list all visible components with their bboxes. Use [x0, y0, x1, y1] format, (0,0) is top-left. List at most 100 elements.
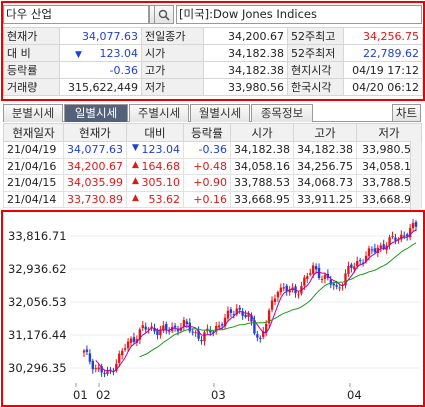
- x-tick-label: 02: [96, 388, 111, 402]
- candle-up: [97, 367, 100, 370]
- candle-down: [314, 266, 318, 270]
- candle-down: [168, 330, 171, 332]
- candle-up: [106, 371, 109, 374]
- column-header[interactable]: 저가: [356, 123, 422, 142]
- candle-down: [91, 360, 95, 370]
- y-tick-label: 32,056.53: [8, 295, 67, 309]
- column-header[interactable]: 등락률: [183, 123, 231, 142]
- quote-highlight-frame: [1, 1, 425, 101]
- tab-bar: 분별시세 일별시세 주별시세 월별시세 종목정보 차트: [3, 104, 421, 122]
- candle-down: [153, 327, 156, 332]
- table-cell-low: 33,980.56: [356, 141, 422, 159]
- candle-up: [411, 223, 415, 229]
- candle-down: [144, 326, 147, 330]
- candle-up: [115, 363, 118, 372]
- candle-down: [335, 285, 338, 287]
- quote-label-text: 저가: [145, 81, 166, 94]
- candle-up: [379, 245, 382, 248]
- candle-up: [120, 350, 124, 356]
- candle-up: [138, 329, 142, 340]
- candle-down: [165, 323, 168, 330]
- column-header[interactable]: 현재일자: [3, 123, 64, 142]
- candle-down: [414, 221, 418, 227]
- candle-up: [388, 237, 391, 245]
- search-icon: [158, 9, 170, 21]
- quote-value: ▼ 123.04: [59, 44, 142, 62]
- chart-highlight-frame: [1, 210, 425, 407]
- candle-up: [162, 325, 165, 331]
- candlestick-chart: [70, 218, 420, 387]
- grid-scrollbar[interactable]: [410, 141, 421, 211]
- quote-label-text: 52주최고: [291, 30, 336, 43]
- candle-up: [276, 292, 280, 298]
- table-cell-open: 33,668.95: [230, 190, 294, 208]
- candle-up: [223, 317, 227, 327]
- stock-name-input[interactable]: 다우 산업: [3, 5, 149, 24]
- quote-value-text: 34,077.63: [82, 29, 138, 43]
- quote-label: 52주최저: [287, 44, 344, 62]
- candle-down: [329, 279, 332, 285]
- quote-value: 34,256.75: [343, 27, 423, 45]
- candle-down: [212, 331, 215, 333]
- tab-minute-quotes[interactable]: 분별시세: [3, 104, 63, 122]
- quote-table: 현재가 34,077.63 전일종가 34,200.67 52주최고 34,256.75 대…: [3, 27, 423, 96]
- candle-up: [311, 265, 315, 274]
- up-arrow-icon: ▲: [132, 192, 139, 203]
- candle-up: [182, 319, 186, 327]
- table-cell-open: 34,182.38: [230, 141, 294, 159]
- quote-value-text: 04/19 17:12: [352, 63, 419, 77]
- candle-up: [364, 255, 368, 262]
- chart-button[interactable]: 차트: [392, 104, 421, 122]
- quote-label-text: 전일종가: [145, 30, 186, 43]
- change-value: 53.62: [148, 192, 181, 206]
- candle-up: [118, 353, 121, 363]
- candle-down: [253, 320, 256, 334]
- candle-down: [229, 309, 233, 313]
- candle-up: [135, 339, 139, 343]
- table-cell-pct: -0.36: [183, 141, 231, 159]
- quote-label-text: 52주최저: [291, 47, 336, 60]
- search-button[interactable]: [154, 5, 174, 24]
- table-row[interactable]: 21/04/14 33,730.89 ▲ 53.62 +0.16 33,668.95 33,…: [3, 190, 422, 208]
- tab-daily-quotes[interactable]: 일별시세: [64, 104, 128, 122]
- candle-down: [394, 237, 397, 241]
- candle-up: [282, 287, 285, 289]
- candle-down: [238, 307, 241, 310]
- column-header[interactable]: 현재가: [63, 123, 127, 142]
- table-row[interactable]: 21/04/16 34,200.67 ▲ 164.68 +0.48 34,058.16 34…: [3, 157, 422, 175]
- tab-weekly-quotes[interactable]: 주별시세: [129, 104, 189, 122]
- candle-down: [244, 314, 247, 317]
- candle-down: [405, 234, 409, 237]
- candle-down: [232, 314, 236, 316]
- quote-value-text: 123.04: [99, 46, 139, 60]
- table-row[interactable]: 21/04/19 34,077.63 ▼ 123.04 -0.36 34,182.38 34…: [3, 141, 422, 159]
- candle-up: [94, 368, 97, 370]
- table-cell-date: 21/04/16: [3, 157, 64, 175]
- quote-row: 등락률 -0.36 고가 34,182.38 현지시각 04/19 17:12: [3, 61, 423, 79]
- candle-down: [403, 235, 406, 237]
- candle-down: [285, 285, 288, 292]
- candle-down: [382, 244, 385, 249]
- candle-down: [241, 311, 244, 316]
- quote-value: -0.36: [59, 61, 142, 79]
- x-tick-label: 03: [211, 388, 226, 402]
- quote-label-text: 현재가: [7, 30, 38, 43]
- quote-value: 22,789.62: [343, 44, 423, 62]
- daily-quotes-table: 현재일자 현재가 대비 등락률 시가 고가 저가 21/04/19 34,077.63 ▼ 123…: [3, 123, 422, 208]
- down-arrow-icon: ▼: [75, 49, 82, 60]
- table-cell-date: 21/04/19: [3, 141, 64, 159]
- column-header[interactable]: 대비: [126, 123, 184, 142]
- table-row[interactable]: 21/04/15 34,035.99 ▲ 305.10 +0.90 33,788.53 34…: [3, 174, 422, 192]
- quote-value-text: 33,980.56: [228, 80, 284, 94]
- column-header[interactable]: 시가: [230, 123, 294, 142]
- column-header[interactable]: 고가: [293, 123, 357, 142]
- table-cell-close: 33,730.89: [63, 190, 127, 208]
- tab-monthly-quotes[interactable]: 월별시세: [190, 104, 250, 122]
- candle-down: [200, 339, 203, 342]
- candle-up: [273, 298, 277, 302]
- candle-up: [123, 348, 127, 350]
- candle-up: [303, 277, 306, 286]
- tab-stock-info[interactable]: 종목정보: [251, 104, 313, 122]
- candle-up: [367, 248, 371, 256]
- table-cell-close: 34,035.99: [63, 174, 127, 192]
